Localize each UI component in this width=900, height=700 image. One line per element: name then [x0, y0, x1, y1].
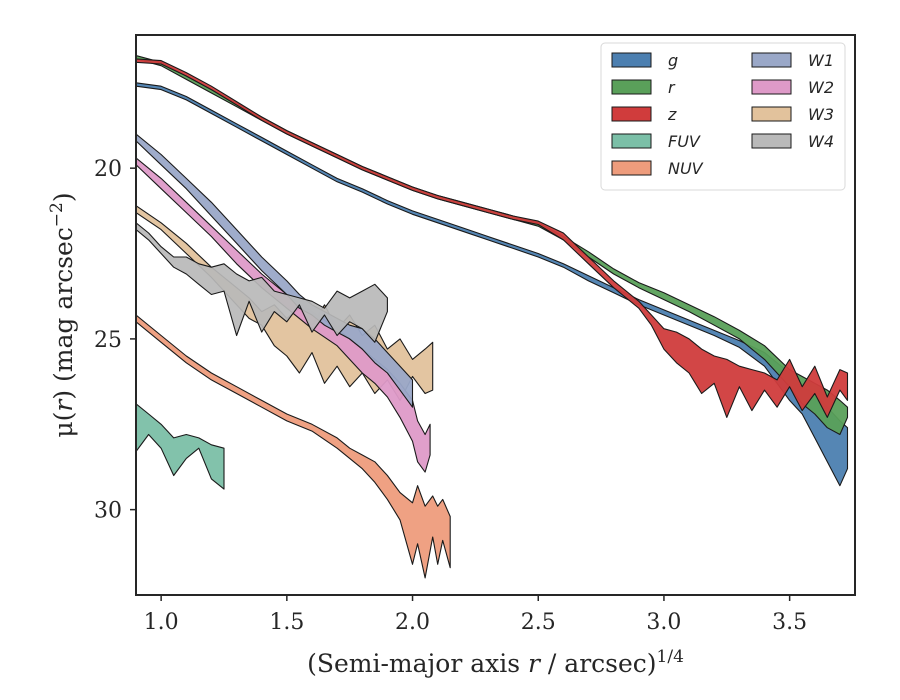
- band-w1: [136, 133, 414, 408]
- x-axis-label-rest: / arcsec): [540, 649, 657, 678]
- legend-swatch: [611, 106, 652, 122]
- legend-label: W4: [808, 132, 834, 151]
- legend-label: W2: [808, 78, 834, 97]
- x-tick-label: 1.5: [269, 610, 304, 635]
- legend-label: z: [667, 105, 677, 124]
- legend-label: FUV: [668, 132, 701, 151]
- legend-label: g: [668, 51, 678, 70]
- legend-swatch: [611, 52, 652, 68]
- y-axis-label-post: ) (mag arcsec: [49, 227, 78, 400]
- band-z: [136, 58, 849, 418]
- legend-item-w3: W3: [751, 105, 834, 124]
- x-axis-label-main: (Semi-major axis: [307, 649, 528, 678]
- legend-label: r: [668, 78, 676, 97]
- x-axis-ticks: 1.0 1.5 2.0 2.5 3.0 3.5: [144, 595, 807, 635]
- x-axis-label-var: r: [528, 649, 542, 678]
- y-tick-label: 30: [94, 499, 122, 524]
- legend-swatch: [751, 106, 792, 122]
- band-g: [136, 82, 849, 487]
- y-axis-ticks: 20 25 30: [94, 157, 136, 524]
- y-axis-label-close: ): [49, 192, 78, 202]
- legend-swatch: [751, 52, 792, 68]
- x-tick-label: 1.0: [144, 610, 179, 635]
- y-tick-label: 20: [94, 157, 122, 182]
- legend-swatch: [751, 79, 792, 95]
- legend-item-fuv: FUV: [611, 132, 701, 151]
- x-tick-label: 3.0: [646, 610, 681, 635]
- y-axis-label-var: r: [49, 398, 78, 412]
- x-tick-label: 2.5: [521, 610, 556, 635]
- legend-item-w2: W2: [751, 78, 834, 97]
- y-axis-label: μ(r) (mag arcsec−2): [47, 192, 78, 437]
- y-axis-label-power: −2: [47, 202, 67, 227]
- y-axis-label-pre: μ(: [49, 412, 78, 438]
- plot-frame: [135, 34, 856, 596]
- profile-bands: [136, 54, 849, 579]
- legend-swatch: [611, 160, 652, 176]
- x-tick-label: 3.5: [772, 610, 807, 635]
- legend-item-w4: W4: [751, 132, 834, 151]
- x-axis-label-power: 1/4: [657, 647, 684, 667]
- band-nuv: [136, 314, 451, 579]
- legend: grz FUV NUV W1 W2 W3 W4: [600, 42, 846, 191]
- legend-label: W1: [808, 51, 834, 70]
- y-tick-label: 25: [94, 328, 122, 353]
- x-axis-label: (Semi-major axis r / arcsec)1/4: [307, 647, 684, 678]
- x-tick-label: 2.0: [395, 610, 430, 635]
- legend-swatch: [751, 133, 792, 149]
- legend-item-z: z: [611, 105, 677, 124]
- legend-label: NUV: [668, 159, 704, 178]
- legend-item-w1: W1: [751, 51, 834, 70]
- legend-item-nuv: NUV: [611, 159, 704, 178]
- legend-label: W3: [808, 105, 834, 124]
- band-fuv: [136, 403, 225, 490]
- legend-item-r: r: [611, 78, 676, 97]
- legend-swatch: [611, 133, 652, 149]
- legend-swatch: [611, 79, 652, 95]
- band-w4: [136, 222, 388, 343]
- legend-item-g: g: [611, 51, 678, 70]
